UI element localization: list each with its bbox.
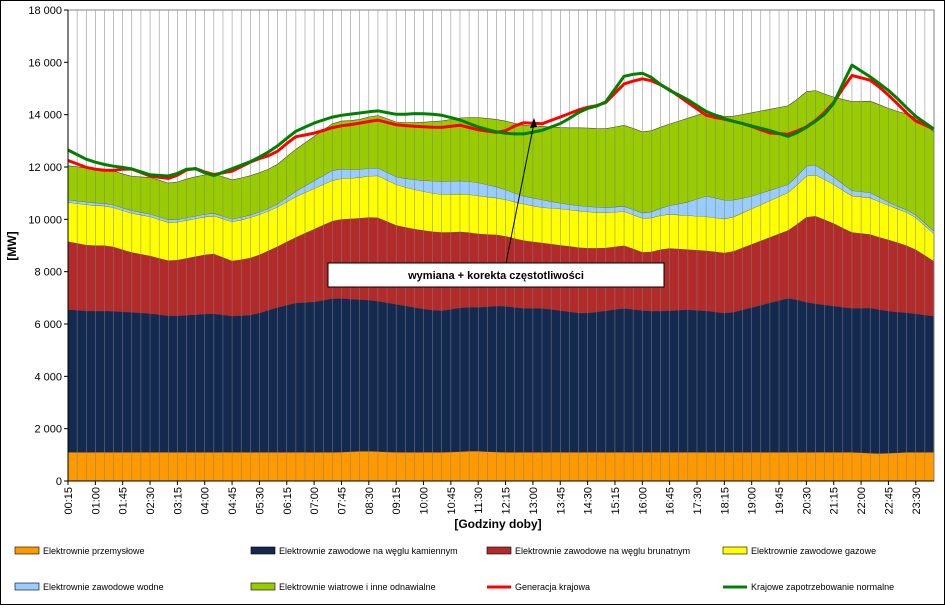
legend-label-6: Generacja krajowa <box>515 582 590 592</box>
legend-label-1: Elektrownie zawodowe na węglu kamiennym <box>279 546 458 556</box>
y-tick-label: 0 <box>56 476 62 488</box>
legend-swatch-4 <box>14 582 40 591</box>
x-tick-label: 06:15 <box>282 487 294 515</box>
legend-swatch-0 <box>14 546 40 555</box>
area-series-0 <box>68 451 934 481</box>
x-tick-label: 10:00 <box>419 487 431 515</box>
x-tick-label: 15:15 <box>610 487 622 515</box>
legend-swatch-1 <box>250 546 276 555</box>
y-tick-label: 16 000 <box>28 57 62 69</box>
legend: Elektrownie przemysłowe Elektrownie zawod… <box>14 546 894 592</box>
x-tick-label: 08:30 <box>364 487 376 515</box>
x-tick-label: 14:30 <box>583 487 595 515</box>
x-tick-label: 12:15 <box>501 487 513 515</box>
area-series-4 <box>68 165 934 234</box>
annotation-box <box>327 262 665 288</box>
x-tick-label: 23:30 <box>911 487 923 515</box>
y-tick-label: 14 000 <box>28 110 62 122</box>
y-tick-label: 8 000 <box>34 267 62 279</box>
x-tick-label: 16:45 <box>665 487 677 515</box>
line-series-group <box>67 63 935 180</box>
annotation-arrow <box>505 122 535 264</box>
x-tick-label: 10:45 <box>446 487 458 515</box>
legend-label-7: Krajowe zapotrzebowanie normalne <box>751 582 894 592</box>
y-tick-label: 10 000 <box>28 214 62 226</box>
y-tick-label: 12 000 <box>28 162 62 174</box>
axes <box>67 9 935 482</box>
x-tick-label: 07:00 <box>309 487 321 515</box>
legend-swatch-5 <box>250 582 276 591</box>
legend-label-4: Elektrownie zawodowe wodne <box>43 582 164 592</box>
x-tick-label: 20:30 <box>801 487 813 515</box>
annotation: wymiana + korekta częstotliwości <box>327 118 665 288</box>
x-tick-label: 01:00 <box>90 487 102 515</box>
y-tick-label: 6 000 <box>34 319 62 331</box>
legend-label-5: Elektrownie wiatrowe i inne odnawialne <box>279 582 436 592</box>
x-tick-label: 01:45 <box>118 487 130 515</box>
x-tick-label: 09:15 <box>391 487 403 515</box>
area-series-5 <box>68 90 934 232</box>
x-tick-label: 18:15 <box>719 487 731 515</box>
vertical-gridlines <box>67 10 935 481</box>
x-tick-label: 17:30 <box>692 487 704 515</box>
x-tick-label: 19:45 <box>774 487 786 515</box>
legend-label-0: Elektrownie przemysłowe <box>43 546 145 556</box>
x-tick-label: 00:15 <box>63 487 75 515</box>
legend-swatch-2 <box>486 546 512 555</box>
x-tick-label: 05:30 <box>254 487 266 515</box>
y-tick-label: 18 000 <box>28 5 62 17</box>
y-tick-label: 4 000 <box>34 371 62 383</box>
x-tick-label: 16:00 <box>637 487 649 515</box>
y-tick-labels: 0 2 000 4 000 6 000 8 000 10 000 12 000 14 000 1… <box>28 5 68 488</box>
x-tick-label: 11:30 <box>473 487 485 514</box>
annotation-text: wymiana + korekta częstotliwości <box>407 270 584 282</box>
y-axis-title: [MW] <box>5 231 19 260</box>
x-tick-label: 03:15 <box>172 487 184 515</box>
x-tick-label: 04:45 <box>227 487 239 515</box>
x-tick-label: 19:00 <box>747 487 759 515</box>
line-series-1 <box>67 63 935 178</box>
area-series-1 <box>68 298 934 454</box>
x-axis-title: [Godziny doby] <box>454 517 541 531</box>
x-tick-labels: 00:15 01:00 01:45 02:30 03:15 04:00 04:45 05:30… <box>63 481 923 515</box>
legend-swatch-3 <box>722 546 748 555</box>
legend-label-3: Elektrownie zawodowe gazowe <box>751 546 876 556</box>
x-tick-label: 22:00 <box>856 487 868 515</box>
y-tick-label: 2 000 <box>34 424 62 436</box>
annotation-arrowhead <box>530 118 537 128</box>
x-tick-label: 22:45 <box>883 487 895 515</box>
x-tick-label: 04:00 <box>200 487 212 515</box>
x-tick-label: 07:45 <box>337 487 349 515</box>
x-tick-label: 13:00 <box>528 487 540 515</box>
legend-label-2: Elektrownie zawodowe na węglu brunatnym <box>515 546 690 556</box>
x-tick-label: 02:30 <box>145 487 157 515</box>
area-series-3 <box>68 174 934 262</box>
x-tick-label: 13:45 <box>555 487 567 515</box>
x-tick-label: 21:15 <box>829 487 841 515</box>
